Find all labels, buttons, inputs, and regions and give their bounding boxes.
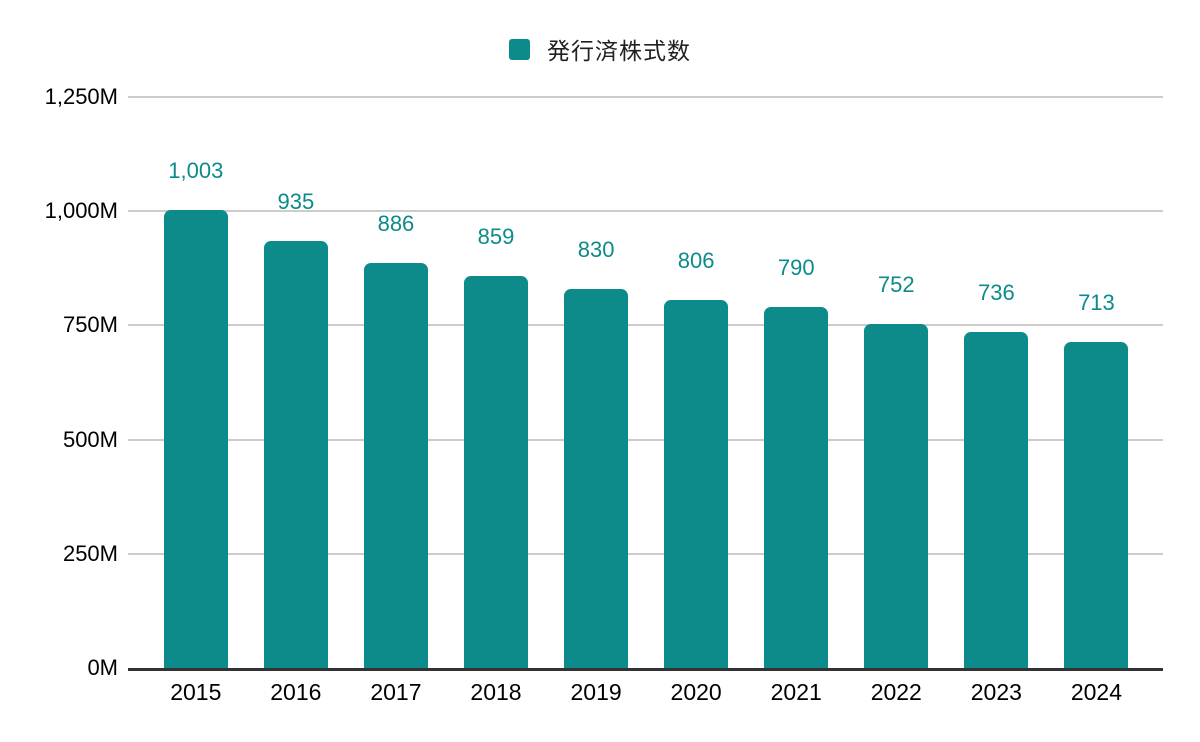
bar-2016[interactable] [263,240,328,668]
bar-value-label: 790 [777,255,815,281]
bar-2023[interactable] [964,331,1029,668]
x-axis-tick-label: 2015 [170,679,222,705]
bar-value-label: 752 [877,272,915,298]
bar-2024[interactable] [1064,342,1129,668]
bar-2022[interactable] [864,324,929,668]
x-axis-tick-label: 2023 [970,679,1022,705]
legend-swatch-icon [509,38,530,60]
bar-2015[interactable] [163,209,228,668]
bar-value-label: 859 [477,223,515,249]
bar-2021[interactable] [764,307,829,668]
y-axis-tick-label: 1,250M [44,84,118,109]
gridline [128,438,1163,441]
x-axis-line [128,668,1163,671]
bar-value-label: 935 [277,188,315,214]
bar-2019[interactable] [564,288,629,668]
gridline [128,552,1163,555]
bar-value-label: 736 [978,279,1015,305]
x-axis-tick-label: 2016 [270,679,322,705]
x-axis-tick-label: 2018 [470,679,522,705]
x-axis-tick-label: 2019 [570,679,622,705]
bar-value-label: 713 [1078,290,1115,316]
bar-value-label: 830 [577,236,615,262]
gridline [128,324,1163,327]
y-axis-tick-label: 0M [87,655,118,680]
y-axis-tick-label: 1,000M [44,198,118,224]
bar-value-label: 806 [677,247,715,273]
y-axis-tick-label: 750M [62,312,118,338]
bar-2018[interactable] [464,275,528,668]
bar-value-label: 1,003 [168,157,224,183]
x-axis-tick-label: 2017 [370,679,422,705]
x-axis-tick-label: 2024 [1070,679,1122,705]
gridline [128,96,1163,98]
legend-label: 発行済株式数 [547,38,691,64]
x-axis-tick-label: 2022 [870,679,922,705]
y-axis-tick-label: 500M [62,426,118,452]
x-axis-tick-label: 2021 [770,679,822,705]
y-axis-tick-label: 250M [62,540,118,566]
bar-2020[interactable] [664,299,729,668]
gridline [128,210,1163,213]
x-axis-tick-label: 2020 [670,679,722,705]
bar-value-label: 886 [377,211,415,237]
bar-2017[interactable] [363,263,428,668]
legend[interactable]: 発行済株式数 [0,32,1200,66]
